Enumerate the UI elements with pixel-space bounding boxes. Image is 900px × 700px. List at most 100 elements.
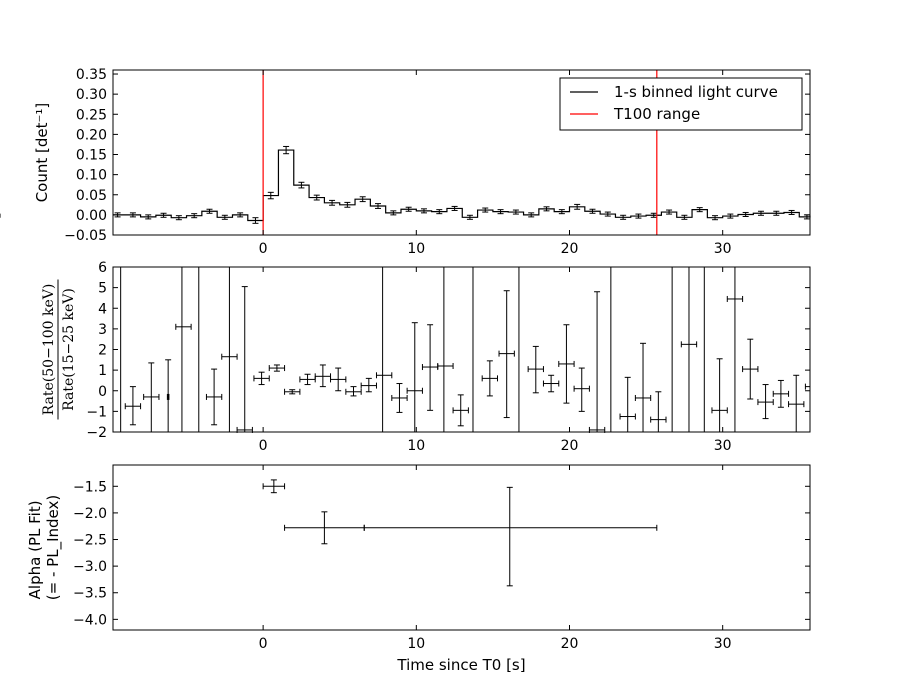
hardness-ratio-point xyxy=(421,324,439,411)
y-tick-label: 2 xyxy=(98,343,107,359)
hardness-ratio-point xyxy=(345,386,362,397)
light-curve-error-bar xyxy=(420,208,427,214)
hardness-ratio-point xyxy=(772,379,790,408)
y-tick-label: −2.0 xyxy=(73,506,107,522)
hardness-ratio-point xyxy=(165,359,172,432)
light-curve-error-bar xyxy=(466,214,473,220)
light-curve-error-bar xyxy=(589,208,596,214)
light-curve-plot-area xyxy=(0,70,811,235)
hardness-ratio-point xyxy=(542,374,560,393)
light-curve-error-bar xyxy=(206,208,213,214)
hardness-ratio-point xyxy=(375,372,393,379)
hardness-ratio-point xyxy=(588,291,606,433)
light-curve-error-bar xyxy=(497,209,504,215)
hardness-ratio-point xyxy=(573,367,590,412)
hardness-ratio-point xyxy=(253,371,270,386)
y-tick-label: 0.00 xyxy=(76,208,107,224)
legend-label: T100 range xyxy=(613,105,700,123)
hardness-ratio-label-numerator: Rate(50−100 keV) xyxy=(41,284,57,416)
hardness-ratio-point xyxy=(650,391,667,432)
hardness-ratio-panel: 0 10 20 30 −2 −1 0 1 2 3 4 5 6 Rate(50−100 keV) Rate… xyxy=(41,260,811,454)
x-tick-label: 30 xyxy=(714,438,732,454)
hardness-ratio-label-denominator: Rate(15−25 keV) xyxy=(61,288,77,411)
alpha-fit-point xyxy=(284,511,365,545)
light-curve-error-bar xyxy=(359,196,366,203)
hardness-ratio-point xyxy=(619,376,636,432)
light-curve-panel: 0 10 20 30 −0.05 0.00 0.05 0.10 0.15 0.20 0.25 0.30… xyxy=(0,67,811,257)
light-curve-error-bar xyxy=(604,211,611,217)
hardness-ratio-point xyxy=(221,353,238,360)
y-tick-label: 1 xyxy=(98,363,107,379)
x-tick-label: 10 xyxy=(407,241,425,257)
light-curve-error-bar xyxy=(129,212,136,218)
light-curve-step-line xyxy=(113,149,811,222)
x-tick-label: 0 xyxy=(259,438,268,454)
light-curve-error-bar xyxy=(512,209,519,215)
x-axis-label: Time since T0 [s] xyxy=(396,656,525,674)
hardness-ratio-point xyxy=(406,322,423,432)
light-curve-error-bar xyxy=(329,199,336,206)
light-curve-error-bar xyxy=(528,212,535,218)
hardness-ratio-point xyxy=(236,286,253,433)
x-tick-label: 30 xyxy=(714,241,732,257)
hardness-ratio-point xyxy=(498,290,515,419)
light-curve-ticks: 0 10 20 30 −0.05 0.00 0.05 0.10 0.15 0.20 0.25 0.30… xyxy=(64,67,810,257)
y-tick-label: 0.20 xyxy=(76,127,107,143)
light-curve-error-bar xyxy=(145,214,152,220)
light-curve-error-bar xyxy=(650,212,657,218)
light-curve-error-bar xyxy=(221,214,228,220)
light-curve-error-bar xyxy=(451,205,458,211)
y-tick-label: −3.5 xyxy=(73,586,107,602)
y-tick-label: −3.0 xyxy=(73,559,107,575)
alpha-plot-area xyxy=(262,479,658,587)
hardness-ratio-point xyxy=(804,383,810,390)
hardness-ratio-point xyxy=(437,363,454,369)
light-curve-error-bar xyxy=(666,209,673,215)
y-tick-label: −2.5 xyxy=(73,533,107,549)
y-tick-label: 6 xyxy=(98,260,107,276)
hardness-ratio-point xyxy=(742,338,759,400)
hardness-ratio-point xyxy=(360,377,377,393)
hardness-ratio-point xyxy=(634,342,652,432)
y-tick-label: −2 xyxy=(86,425,107,441)
light-curve-error-bar xyxy=(574,203,581,210)
y-tick-label: 0 xyxy=(98,384,107,400)
x-tick-label: 20 xyxy=(561,636,579,652)
light-curve-error-bar xyxy=(313,194,320,201)
x-tick-label: 30 xyxy=(714,636,732,652)
hardness-ratio-point xyxy=(527,345,544,394)
hardness-ratio-point xyxy=(711,358,728,432)
y-tick-label: 0.10 xyxy=(76,168,107,184)
light-curve-error-bar xyxy=(390,210,397,216)
hardness-ratio-point xyxy=(452,394,469,427)
x-tick-label: 20 xyxy=(561,438,579,454)
light-curve-error-bar xyxy=(635,213,642,219)
light-curve-error-bar xyxy=(160,212,167,218)
light-curve-error-bar xyxy=(344,201,351,208)
light-curve-axes-frame xyxy=(112,69,811,236)
light-curve-error-bar xyxy=(543,206,550,212)
light-curve-error-bar xyxy=(252,217,259,224)
light-curve-error-bar xyxy=(283,145,290,155)
light-curve-error-bar xyxy=(727,213,734,219)
light-curve-error-bar xyxy=(191,213,198,219)
hardness-ratio-point xyxy=(205,368,223,426)
light-curve-error-bar xyxy=(405,206,412,212)
hardness-ratio-point xyxy=(558,324,575,404)
y-tick-label: 0.15 xyxy=(76,148,107,164)
x-tick-label: 0 xyxy=(259,636,268,652)
hardness-ratio-point xyxy=(284,388,301,395)
hardness-ratio-point xyxy=(757,384,774,420)
y-tick-label: 4 xyxy=(98,301,107,317)
y-tick-label: 0.35 xyxy=(76,67,107,83)
light-curve-error-bar xyxy=(712,215,719,221)
hardness-ratio-point xyxy=(330,367,347,392)
alpha-fit-point xyxy=(363,486,658,587)
light-curve-error-bar xyxy=(267,191,274,200)
hardness-ratio-point xyxy=(124,386,142,426)
light-curve-error-bar xyxy=(681,214,688,220)
hardness-ratio-point xyxy=(726,295,744,302)
hardness-ratio-point xyxy=(391,383,408,413)
alpha-y-axis-label-line-2: (= - PL_Index) xyxy=(44,495,63,600)
